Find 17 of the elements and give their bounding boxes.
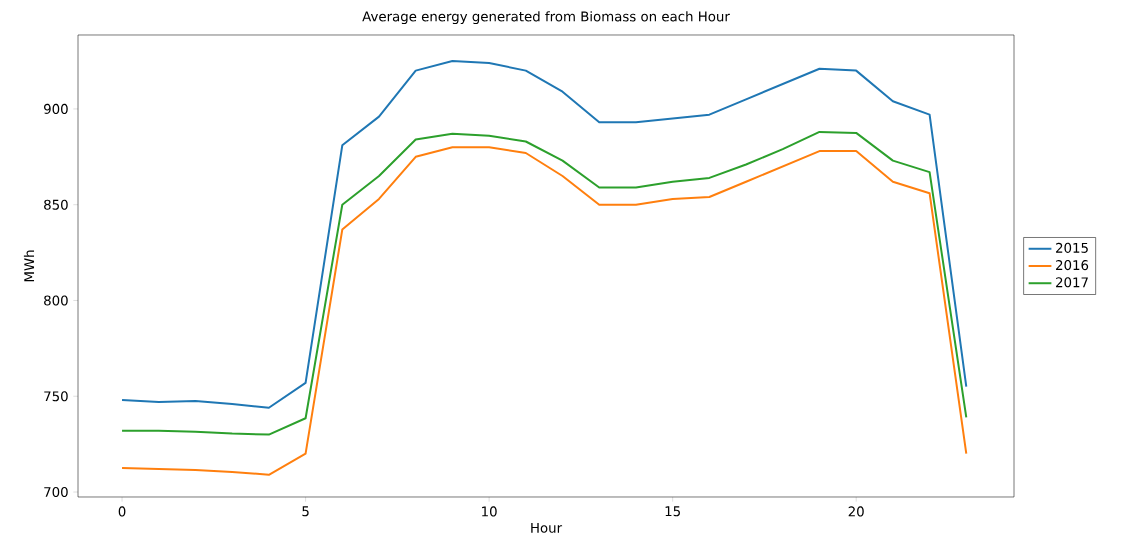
legend-label: 2015 — [1056, 242, 1088, 253]
x-tick-label: 20 — [848, 506, 864, 517]
x-axis-title: Hour — [531, 522, 563, 533]
y-tick-label: 750 — [44, 391, 68, 402]
y-axis-title: MWh — [23, 250, 35, 282]
legend-label: 2017 — [1056, 277, 1088, 288]
chart-title: Average energy generated from Biomass on each Hour — [362, 11, 730, 25]
x-tick-label: 5 — [302, 506, 309, 517]
y-tick-label: 800 — [44, 295, 68, 306]
y-tick-label: 700 — [44, 486, 68, 498]
y-tick-label: 900 — [44, 103, 68, 114]
y-tick-label: 850 — [44, 199, 68, 210]
x-tick-label: 0 — [118, 506, 126, 517]
x-tick-label: 15 — [665, 506, 680, 517]
line-series — [121, 130, 968, 436]
x-tick-label: 10 — [482, 506, 497, 517]
legend-label: 2016 — [1056, 260, 1089, 271]
